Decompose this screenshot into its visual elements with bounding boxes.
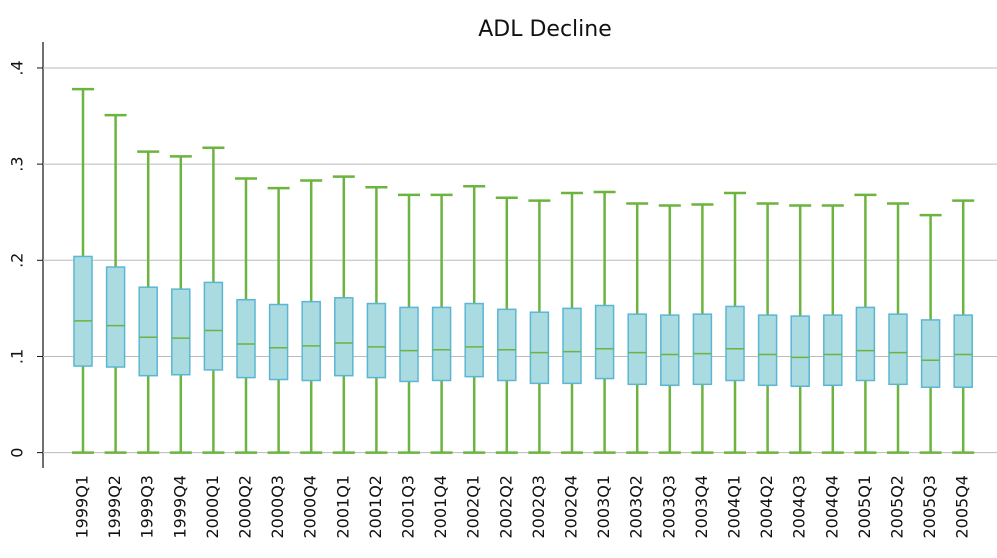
box	[236, 298, 256, 379]
x-tick-label: 2004Q2	[757, 475, 776, 539]
x-tick-label: 2001Q2	[366, 475, 385, 539]
box	[757, 314, 778, 387]
box	[594, 304, 615, 380]
box	[920, 319, 941, 388]
x-tick-label: 2000Q1	[203, 475, 222, 539]
box	[138, 286, 158, 377]
box	[73, 255, 93, 367]
x-tick-label: 2003Q2	[627, 475, 646, 539]
box	[497, 308, 517, 382]
x-tick-label: 2003Q3	[659, 475, 678, 539]
x-tick-label: 2004Q3	[790, 475, 809, 539]
y-tick-label: .3	[8, 156, 27, 171]
box	[529, 311, 550, 385]
x-tick-label: 2001Q1	[333, 475, 352, 539]
box	[627, 313, 647, 386]
x-tick-label: 2002Q4	[562, 475, 581, 539]
x-tick-label: 2002Q2	[496, 475, 515, 539]
x-tick-label: 2002Q3	[529, 475, 548, 539]
x-tick-label: 2001Q3	[399, 475, 418, 539]
x-tick-label: 2002Q1	[464, 475, 483, 539]
x-tick-label: 2004Q1	[725, 475, 744, 539]
box	[855, 306, 876, 382]
x-tick-label: 1999Q4	[170, 475, 189, 539]
box	[790, 315, 810, 388]
x-tick-label: 2000Q3	[268, 475, 287, 539]
x-tick-label: 2005Q3	[920, 475, 939, 539]
box	[431, 306, 452, 382]
box	[268, 303, 289, 381]
box	[660, 314, 680, 387]
box	[725, 305, 745, 382]
box	[692, 313, 713, 386]
box	[399, 306, 419, 383]
x-tick-label: 2004Q4	[822, 475, 841, 539]
y-tick-label: .2	[8, 253, 27, 268]
x-tick-label: 2005Q4	[953, 475, 972, 539]
x-tick-label: 2001Q4	[431, 475, 450, 539]
box	[823, 314, 843, 387]
chart-title: ADL Decline	[478, 17, 612, 42]
x-tick-label: 1999Q3	[138, 475, 157, 539]
y-tick-label: .1	[8, 349, 27, 364]
box	[203, 281, 224, 371]
x-tick-label: 2005Q2	[888, 475, 907, 539]
box	[301, 300, 321, 382]
box	[562, 307, 582, 385]
box	[334, 297, 354, 377]
y-tick-label: .4	[8, 60, 27, 75]
x-tick-label: 2000Q4	[301, 475, 320, 539]
box	[464, 302, 484, 378]
x-tick-label: 2003Q4	[692, 475, 711, 539]
box	[953, 314, 973, 388]
x-tick-label: 1999Q2	[105, 475, 124, 539]
x-tick-label: 2000Q2	[236, 475, 255, 539]
x-tick-label: 1999Q1	[73, 475, 92, 539]
box	[366, 302, 387, 379]
box	[171, 288, 191, 376]
box	[105, 266, 126, 368]
x-tick-label: 2003Q1	[594, 475, 613, 539]
box	[888, 313, 908, 386]
y-tick-label: 0	[8, 448, 27, 458]
x-tick-label: 2005Q1	[855, 475, 874, 539]
